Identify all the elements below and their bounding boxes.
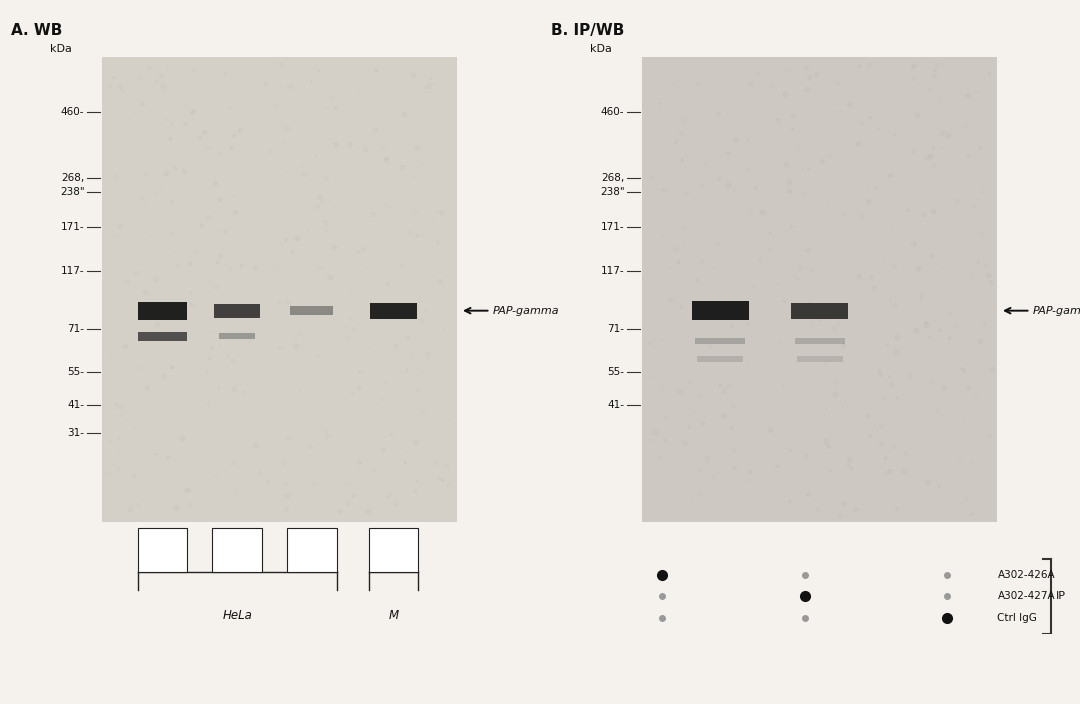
Bar bbox=[214, 303, 260, 318]
Text: 41-: 41- bbox=[67, 400, 84, 410]
Bar bbox=[368, 528, 418, 572]
Bar bbox=[138, 528, 188, 572]
Bar bbox=[291, 306, 333, 315]
Bar bbox=[797, 356, 842, 363]
Text: 171-: 171- bbox=[60, 222, 84, 232]
Text: 268,: 268, bbox=[602, 173, 624, 183]
Text: IP: IP bbox=[1056, 591, 1066, 601]
Text: 117-: 117- bbox=[600, 266, 624, 276]
Bar bbox=[219, 333, 255, 339]
Text: 15: 15 bbox=[230, 545, 245, 555]
Text: A302-426A: A302-426A bbox=[998, 570, 1055, 580]
Text: Ctrl IgG: Ctrl IgG bbox=[998, 613, 1038, 623]
Text: 71-: 71- bbox=[67, 325, 84, 334]
Text: 117-: 117- bbox=[60, 266, 84, 276]
Text: 460-: 460- bbox=[60, 107, 84, 118]
Bar bbox=[792, 303, 848, 319]
Text: PAP-gamma: PAP-gamma bbox=[1032, 306, 1080, 315]
Bar bbox=[287, 528, 337, 572]
Text: 55-: 55- bbox=[607, 367, 624, 377]
Text: 268,: 268, bbox=[62, 173, 84, 183]
Bar bbox=[138, 332, 188, 341]
Bar bbox=[698, 356, 743, 363]
Text: HeLa: HeLa bbox=[222, 609, 252, 622]
Bar bbox=[103, 58, 458, 522]
Bar bbox=[696, 338, 745, 344]
Text: 55-: 55- bbox=[67, 367, 84, 377]
Text: 171-: 171- bbox=[600, 222, 624, 232]
Text: A. WB: A. WB bbox=[11, 23, 63, 39]
Text: 71-: 71- bbox=[607, 325, 624, 334]
Text: kDa: kDa bbox=[590, 44, 611, 54]
Text: 50: 50 bbox=[386, 545, 401, 555]
Bar bbox=[370, 303, 417, 319]
Text: B. IP/WB: B. IP/WB bbox=[551, 23, 624, 39]
Text: 50: 50 bbox=[154, 545, 171, 555]
Bar bbox=[138, 302, 188, 320]
Text: 5: 5 bbox=[308, 545, 315, 555]
Text: 41-: 41- bbox=[607, 400, 624, 410]
Text: 460-: 460- bbox=[600, 107, 624, 118]
Bar bbox=[795, 338, 845, 344]
Bar bbox=[643, 58, 998, 522]
Bar bbox=[692, 301, 748, 320]
Text: A302-427A: A302-427A bbox=[998, 591, 1055, 601]
Text: PAP-gamma: PAP-gamma bbox=[492, 306, 559, 315]
Text: M: M bbox=[389, 609, 399, 622]
Text: 238": 238" bbox=[59, 187, 84, 197]
Text: kDa: kDa bbox=[50, 44, 71, 54]
Text: 238": 238" bbox=[599, 187, 624, 197]
Text: 31-: 31- bbox=[67, 428, 84, 438]
Bar bbox=[213, 528, 262, 572]
